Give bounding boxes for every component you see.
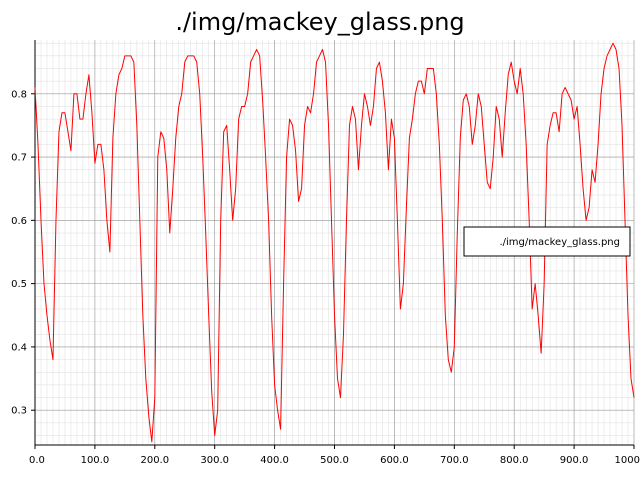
x-tick-label: 600.0 [380, 455, 409, 466]
y-tick-label: 0.6 [11, 216, 27, 227]
legend-box [463, 226, 631, 257]
series-layer [34, 42, 635, 443]
tick-labels: 0.0 100.0 200.0 300.0 400.0 500.0 600.0 700.0 80… [11, 89, 640, 466]
x-tick-label: 900.0 [560, 455, 589, 466]
x-tick-label: 100.0 [81, 455, 110, 466]
x-tick-label: 200.0 [140, 455, 169, 466]
series-line [34, 42, 635, 443]
x-tick-label: 300.0 [200, 455, 229, 466]
chart-title: ./img/mackey_glass.png [175, 8, 464, 36]
x-tick-label: 500.0 [320, 455, 349, 466]
legend: ./img/mackey_glass.png [463, 226, 631, 257]
x-tick-label: 400.0 [260, 455, 289, 466]
x-tick-label: 0.0 [29, 455, 45, 466]
y-tick-label: 0.8 [11, 89, 27, 100]
x-tick-label: 1000 [615, 455, 640, 466]
axes [31, 40, 635, 449]
y-tick-label: 0.5 [11, 279, 27, 290]
y-tick-label: 0.4 [11, 342, 27, 353]
x-tick-label: 800.0 [500, 455, 529, 466]
x-tick-label: 700.0 [440, 455, 469, 466]
legend-entry-label: ./img/mackey_glass.png [499, 237, 620, 248]
y-tick-label: 0.3 [11, 406, 27, 417]
y-tick-label: 0.7 [11, 153, 27, 164]
